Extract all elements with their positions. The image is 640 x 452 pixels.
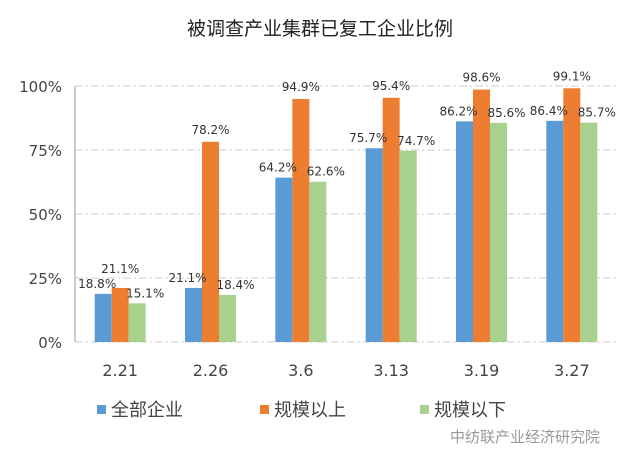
bar [219,294,236,342]
data-label: 78.2% [191,123,229,137]
legend-label: 全部企业 [111,400,183,421]
data-label: 21.1% [168,271,206,285]
bar [399,150,417,342]
legend-item-all: 全部企业 [97,396,183,422]
bar [456,121,473,342]
data-label: 21.1% [101,262,139,276]
bar [490,122,507,342]
data-label: 18.4% [216,278,254,292]
data-label: 94.9% [282,80,320,94]
bar [473,89,490,342]
data-label: 86.4% [530,104,568,118]
y-tick-label: 100% [19,78,62,96]
bar [292,99,310,342]
legend-swatch [260,404,269,414]
legend-label: 规模以上 [274,400,346,421]
data-label: 18.8% [78,277,116,291]
data-label: 85.7% [578,106,616,120]
x-tick-label: 3.19 [464,361,500,380]
data-label: 64.2% [259,161,297,175]
data-label: 75.7% [349,131,387,145]
bar [202,141,219,342]
data-label: 74.7% [397,134,435,148]
data-label: 86.2% [439,104,477,118]
legend-swatch [420,404,429,414]
data-label: 95.4% [372,79,410,93]
y-tick-label: 75% [29,142,62,160]
bar [580,122,598,342]
data-label: 99.1% [553,69,591,83]
bar [309,181,327,342]
bar [365,148,383,342]
legend-item-above: 规模以上 [260,396,346,422]
chart-title: 被调查产业集群已复工企业比例 [186,18,453,40]
legend-item-below: 规模以下 [420,396,506,422]
bar [94,293,112,342]
bar [185,287,202,342]
y-tick-label: 0% [38,334,62,352]
bar [111,287,129,342]
x-tick-label: 3.6 [288,361,313,380]
data-label: 85.6% [487,106,525,120]
y-tick-label: 50% [29,206,62,224]
x-tick-label: 2.26 [193,361,229,380]
data-label: 98.6% [462,71,500,85]
legend-swatch [97,404,106,414]
legend-label: 规模以下 [434,400,506,421]
bar [275,177,293,342]
y-tick-label: 25% [29,270,62,288]
data-label: 15.1% [126,286,164,300]
x-tick-label: 2.21 [102,361,138,380]
bar [128,303,146,342]
bar [563,88,581,342]
watermark: 中纺联产业经济研究院 [450,428,601,446]
bar [382,97,400,342]
bar [546,120,564,342]
x-tick-label: 3.13 [373,361,409,380]
data-label: 62.6% [307,165,345,179]
x-tick-label: 3.27 [554,361,590,380]
